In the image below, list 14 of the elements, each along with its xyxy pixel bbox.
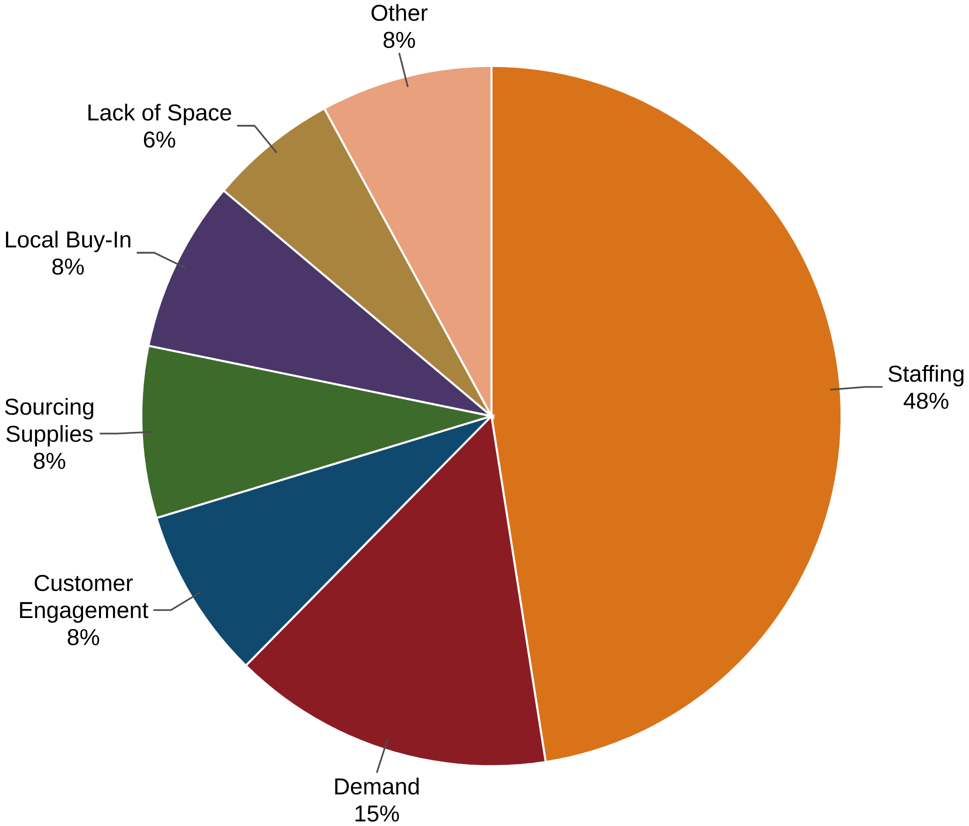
slice-label: Lack of Space [88,104,232,126]
data-label: 6% [144,132,176,148]
slice-label: Demand [335,778,419,795]
data-label: 48% [904,392,948,410]
slice-label: Other [372,4,428,22]
data-label: 8% [52,258,84,275]
slice-label: Local Buy-In [6,230,130,252]
slice-label: Customer Engagement [20,575,148,623]
slice-label: Sourcing Supplies [5,398,94,447]
slice-label: Staffing [888,365,964,387]
data-label: 8% [68,629,100,646]
data-label: 8% [34,452,66,470]
data-label: 8% [384,32,415,48]
data-label: 15% [356,806,399,822]
